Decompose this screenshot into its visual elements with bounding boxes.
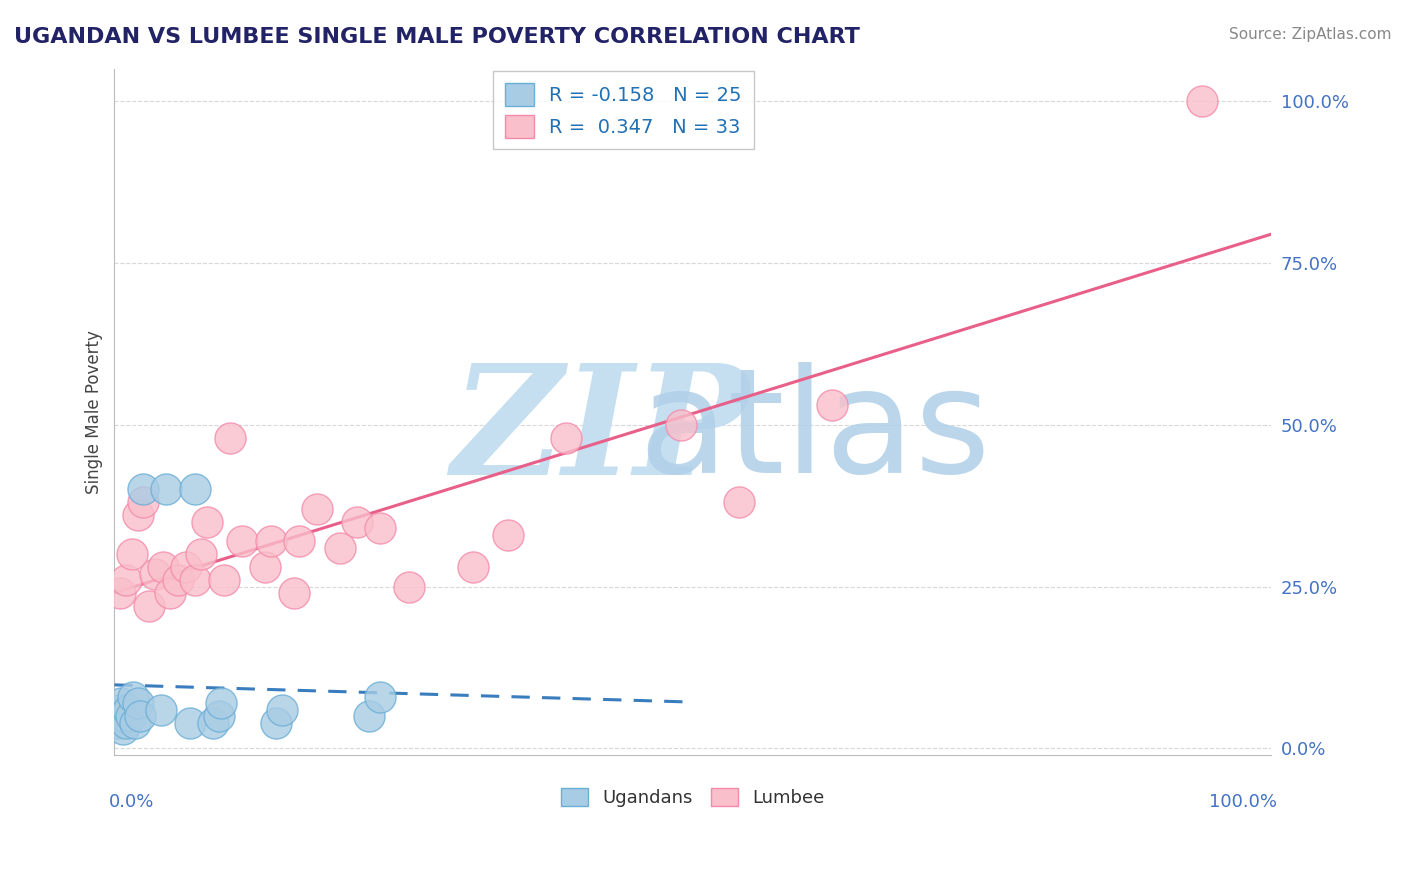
Text: ZIP: ZIP [451, 358, 749, 507]
Text: UGANDAN VS LUMBEE SINGLE MALE POVERTY CORRELATION CHART: UGANDAN VS LUMBEE SINGLE MALE POVERTY CO… [14, 27, 860, 46]
Point [820, 398, 842, 412]
Point [117, 702, 139, 716]
Point [107, 715, 129, 730]
Point [370, 690, 392, 704]
Point [110, 696, 132, 710]
Point [179, 715, 201, 730]
Point [346, 515, 368, 529]
Point [288, 534, 311, 549]
Point [115, 715, 138, 730]
Point [496, 527, 519, 541]
Point [329, 541, 352, 555]
Point [259, 534, 281, 549]
Point [370, 521, 392, 535]
Point [271, 702, 294, 716]
Point [214, 573, 236, 587]
Point [207, 709, 229, 723]
Point [122, 690, 145, 704]
Point [127, 696, 149, 710]
Point [152, 560, 174, 574]
Point [108, 702, 131, 716]
Text: Source: ZipAtlas.com: Source: ZipAtlas.com [1229, 27, 1392, 42]
Point [305, 501, 328, 516]
Point [120, 709, 142, 723]
Point [669, 417, 692, 432]
Point [253, 560, 276, 574]
Point [112, 709, 135, 723]
Point [124, 715, 146, 730]
Point [201, 715, 224, 730]
Text: 100.0%: 100.0% [1209, 793, 1277, 811]
Point [132, 483, 155, 497]
Y-axis label: Single Male Poverty: Single Male Poverty [86, 330, 103, 493]
Point [111, 722, 134, 736]
Point [108, 586, 131, 600]
Point [398, 580, 420, 594]
Point [283, 586, 305, 600]
Point [461, 560, 484, 574]
Point [155, 483, 177, 497]
Point [1191, 94, 1213, 108]
Point [266, 715, 288, 730]
Text: atlas: atlas [638, 362, 990, 503]
Point [209, 696, 232, 710]
Point [190, 547, 212, 561]
Point [231, 534, 253, 549]
Point [167, 573, 190, 587]
Point [195, 515, 218, 529]
Point [184, 483, 207, 497]
Point [554, 431, 576, 445]
Point [127, 508, 149, 523]
Point [108, 709, 131, 723]
Point [149, 702, 172, 716]
Point [115, 573, 138, 587]
Point [219, 431, 242, 445]
Point [128, 709, 150, 723]
Legend: Ugandans, Lumbee: Ugandans, Lumbee [554, 780, 832, 814]
Point [357, 709, 380, 723]
Point [132, 495, 155, 509]
Point [174, 560, 197, 574]
Point [121, 547, 143, 561]
Point [138, 599, 160, 613]
Point [184, 573, 207, 587]
Point [728, 495, 751, 509]
Point [143, 566, 166, 581]
Text: 0.0%: 0.0% [108, 793, 155, 811]
Point [159, 586, 181, 600]
